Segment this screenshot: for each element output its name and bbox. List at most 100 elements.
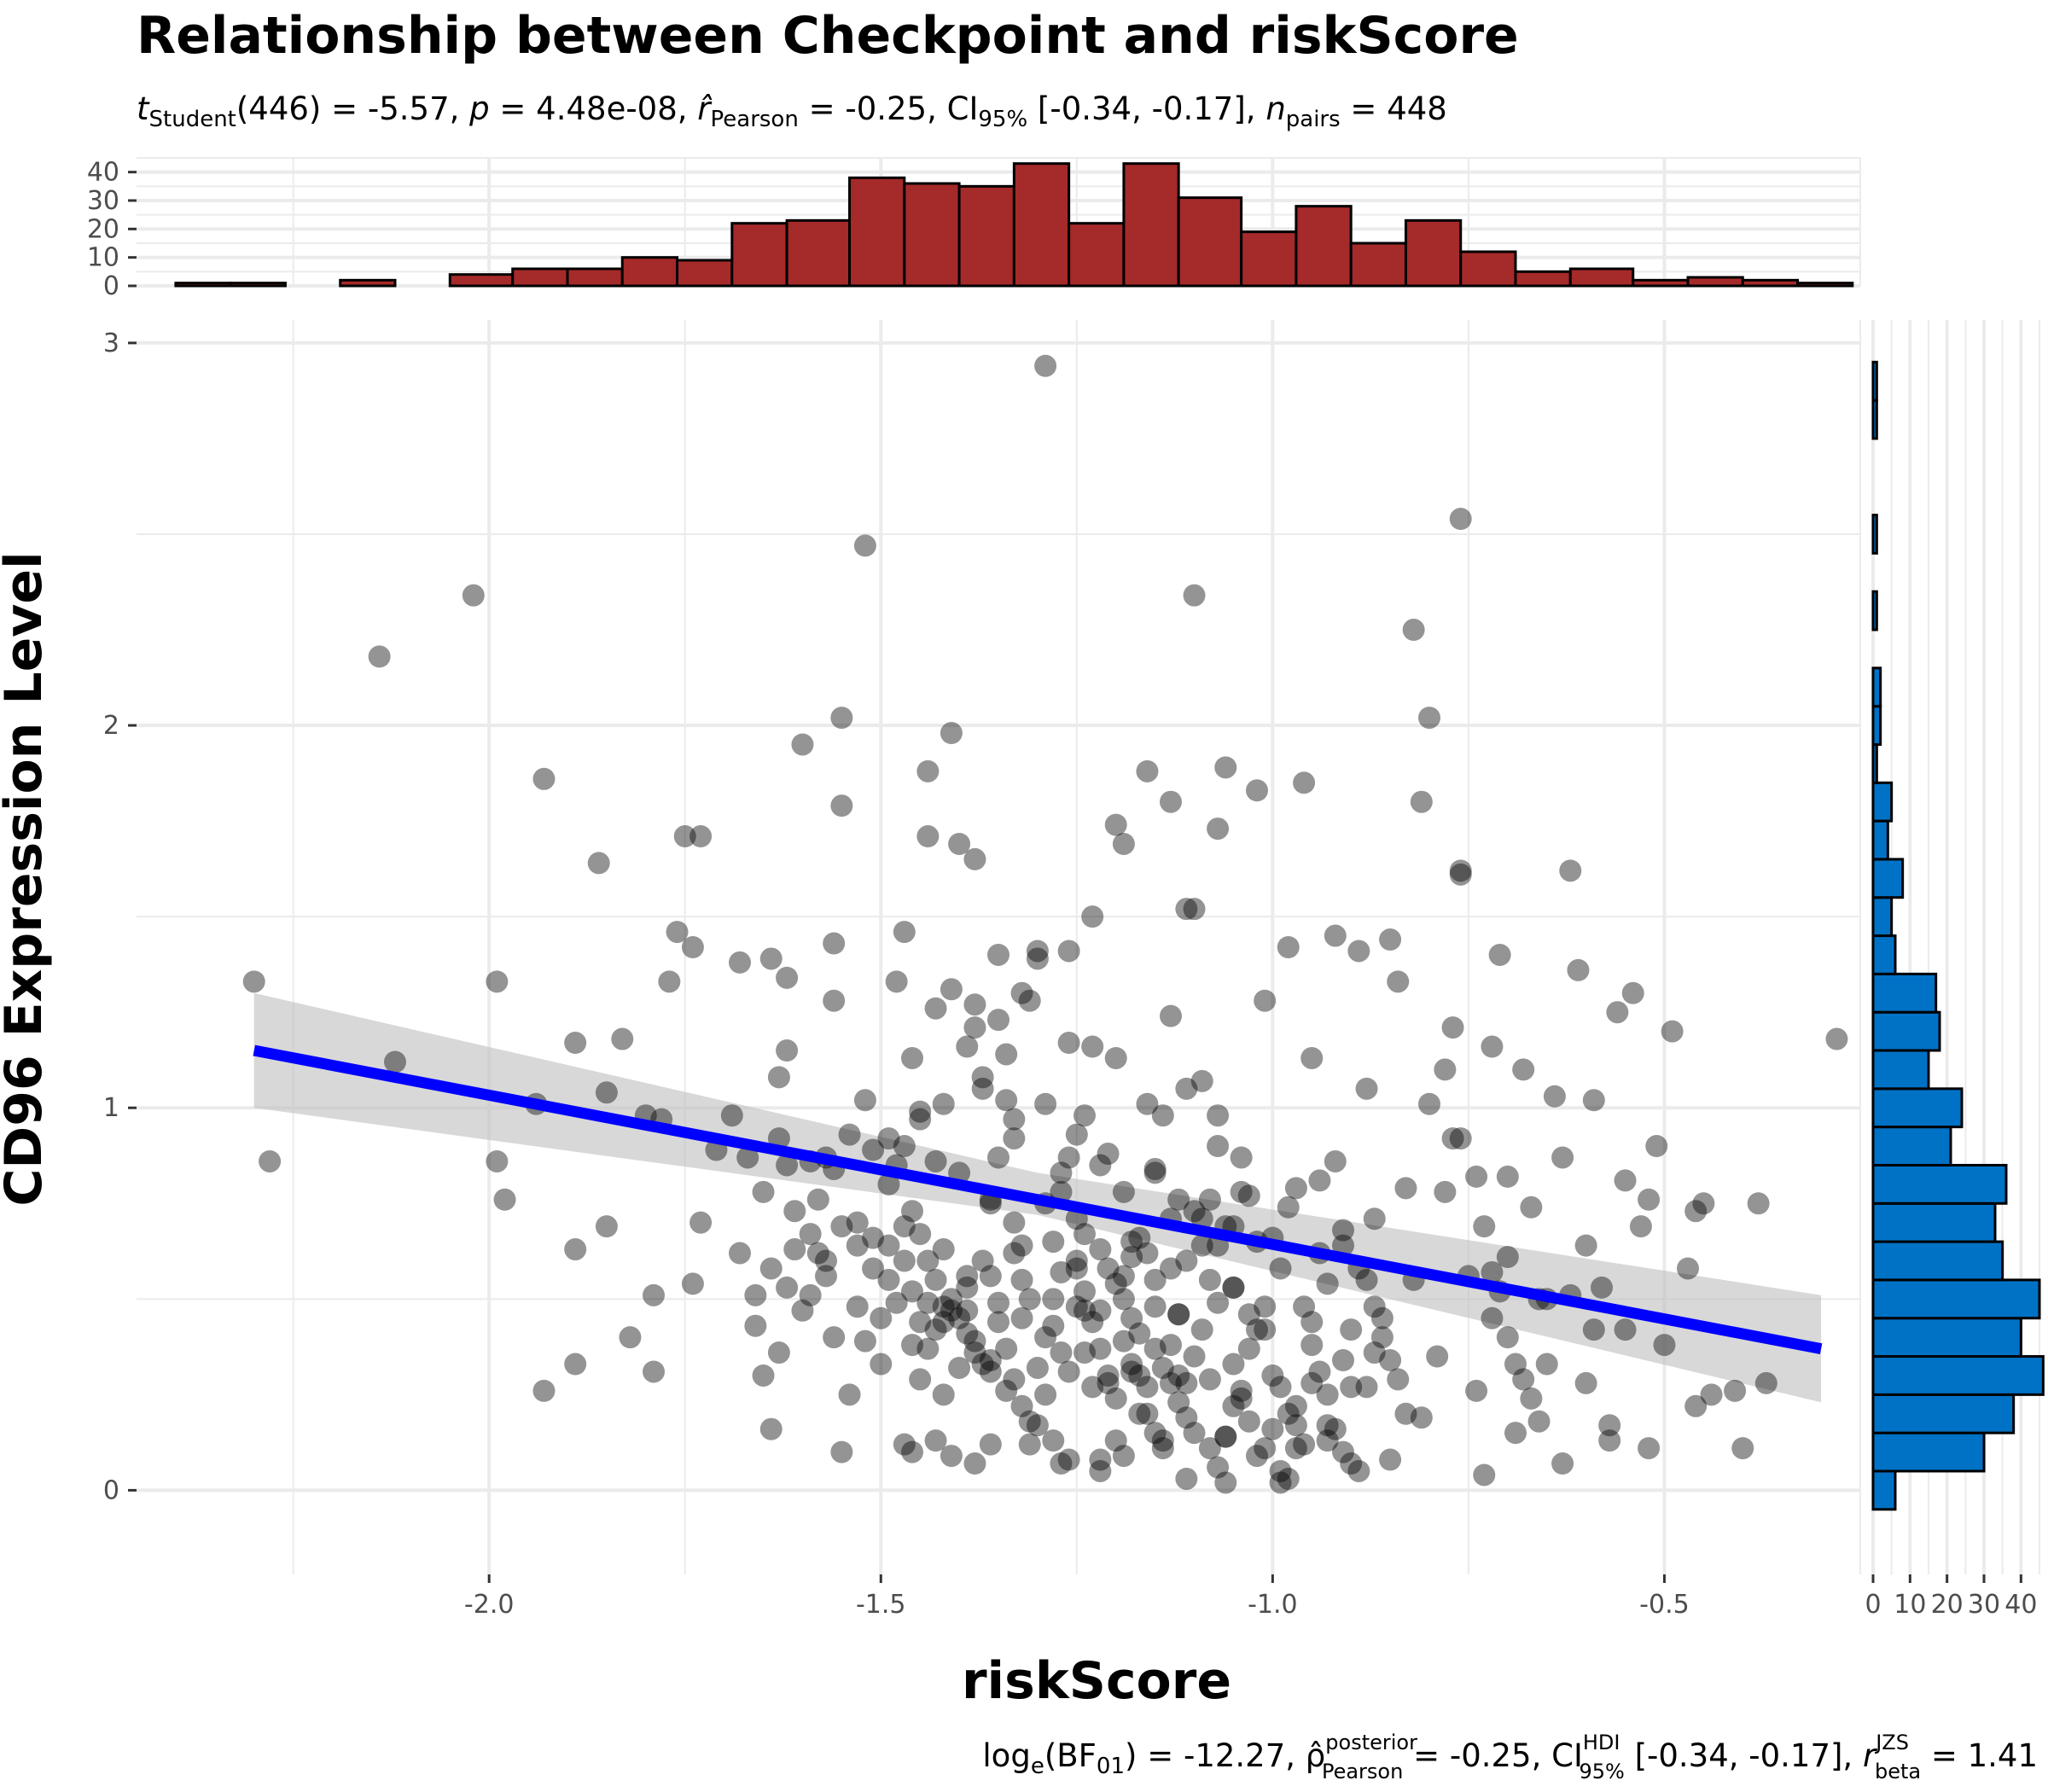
scatter-point xyxy=(1042,1231,1065,1254)
scatter-point xyxy=(564,1353,587,1376)
scatter-point xyxy=(1073,1104,1096,1127)
scatter-point xyxy=(1606,1001,1629,1024)
scatter-point xyxy=(1277,1402,1300,1425)
scatter-point xyxy=(666,921,689,944)
scatter-point xyxy=(956,1035,979,1058)
scatter-point xyxy=(720,1104,743,1127)
caption-rho-text: = -0.25, CI xyxy=(1403,1737,1583,1774)
scatter-point xyxy=(611,1027,634,1050)
scatter-point xyxy=(1065,1295,1088,1318)
scatter-point xyxy=(979,1433,1002,1456)
scatter-point xyxy=(940,1445,963,1468)
scatter-point xyxy=(940,722,963,745)
scatter-point xyxy=(1512,1058,1535,1081)
scatter-point xyxy=(1136,1402,1159,1425)
scatter-point xyxy=(846,1234,869,1257)
scatter-point xyxy=(1198,1368,1221,1391)
right-hist-tick-label: 0 xyxy=(1865,1590,1881,1620)
caption-ci-text: [-0.34, -0.17], xyxy=(1625,1737,1863,1774)
scatter-point xyxy=(1143,1422,1167,1445)
scatter-point xyxy=(1449,863,1472,886)
x-tick-label: -1.0 xyxy=(1248,1590,1298,1620)
scatter-point xyxy=(1277,1196,1300,1219)
scatter-point xyxy=(956,1299,979,1322)
right-histogram-bar xyxy=(1871,666,1882,708)
scatter-point xyxy=(689,1211,713,1234)
scatter-point xyxy=(1010,1306,1033,1329)
scatter-point xyxy=(1042,1288,1065,1311)
scatter-point xyxy=(1246,1318,1268,1341)
scatter-point xyxy=(681,936,704,958)
caption-rho-sup: posterior xyxy=(1325,1731,1417,1754)
scatter-point xyxy=(1128,1364,1151,1387)
subtitle-r-text: = -0.25, CI xyxy=(799,90,979,127)
scatter-point xyxy=(462,584,485,607)
scatter-point xyxy=(963,847,986,870)
scatter-point xyxy=(799,1223,822,1246)
scatter-point xyxy=(1026,940,1049,963)
scatter-point xyxy=(1254,1318,1277,1341)
scatter-point xyxy=(1332,1440,1354,1463)
scatter-point xyxy=(1520,1196,1543,1219)
scatter-point xyxy=(1230,1379,1253,1402)
top-histogram-bar xyxy=(1122,162,1180,288)
scatter-point xyxy=(595,1215,618,1238)
scatter-point xyxy=(1692,1192,1715,1215)
scatter-point xyxy=(1160,790,1182,813)
scatter-point xyxy=(971,1077,994,1100)
main-grid xyxy=(137,320,1861,1574)
top-histogram-bar xyxy=(730,222,788,288)
scatter-point xyxy=(1434,1180,1457,1203)
right-histogram-bar xyxy=(1871,1355,2045,1396)
scatter-point xyxy=(1441,1016,1464,1039)
scatter-point xyxy=(1825,1027,1848,1050)
scatter-point xyxy=(1214,1471,1237,1494)
top-histogram-bars xyxy=(174,162,1854,288)
right-histogram-bar xyxy=(1871,1431,1986,1473)
x-axis-title: riskScore xyxy=(962,1651,1231,1711)
scatter-point xyxy=(963,993,986,1016)
scatter-point xyxy=(1222,1353,1245,1376)
scatter-point xyxy=(1684,1200,1708,1223)
scatter-point xyxy=(870,1353,893,1376)
scatter-point xyxy=(1120,1306,1143,1329)
scatter-point xyxy=(1112,1265,1135,1288)
scatter-point xyxy=(916,1291,940,1314)
top-histogram-bar xyxy=(174,282,232,288)
scatter-point xyxy=(924,1268,947,1291)
scatter-point xyxy=(1160,1334,1182,1357)
scatter-point xyxy=(862,1138,885,1161)
top-histogram-bar xyxy=(1240,230,1298,288)
scatter-point xyxy=(564,1032,587,1055)
scatter-point xyxy=(729,1242,751,1265)
scatter-point xyxy=(909,1108,932,1131)
scatter-point xyxy=(1151,1104,1174,1127)
scatter-point xyxy=(1574,1371,1597,1394)
scatter-point xyxy=(1465,1165,1488,1188)
scatter-point xyxy=(1167,1391,1190,1414)
scatter-point xyxy=(932,1311,955,1334)
chart-caption: loge(BF01) = -12.27, ρ̂posterior Pearson … xyxy=(982,1731,2038,1783)
scatter-point xyxy=(1370,1326,1393,1349)
scatter-point xyxy=(242,970,265,993)
scatter-point xyxy=(776,1276,799,1299)
scatter-point xyxy=(1598,1414,1621,1437)
right-histogram-bar xyxy=(1871,1010,1941,1052)
scatter-point xyxy=(1026,1414,1049,1437)
right-histogram-ticks: 0 10 20 30 40 xyxy=(1865,1574,2037,1620)
scatter-point xyxy=(1143,1157,1167,1180)
scatter-point xyxy=(1175,1249,1198,1272)
scatter-point xyxy=(1057,1360,1080,1383)
scatter-point xyxy=(940,1288,963,1311)
scatter-point xyxy=(1089,1299,1112,1322)
scatter-point xyxy=(658,970,681,993)
scatter-point xyxy=(259,1149,282,1172)
scatter-point xyxy=(924,1149,947,1172)
scatter-point xyxy=(1410,1406,1433,1429)
scatter-point xyxy=(1254,989,1277,1012)
top-histogram-bar xyxy=(339,278,397,288)
scatter-point xyxy=(1183,1345,1206,1368)
scatter-point xyxy=(1355,1077,1378,1100)
scatter-point xyxy=(1167,1303,1190,1326)
